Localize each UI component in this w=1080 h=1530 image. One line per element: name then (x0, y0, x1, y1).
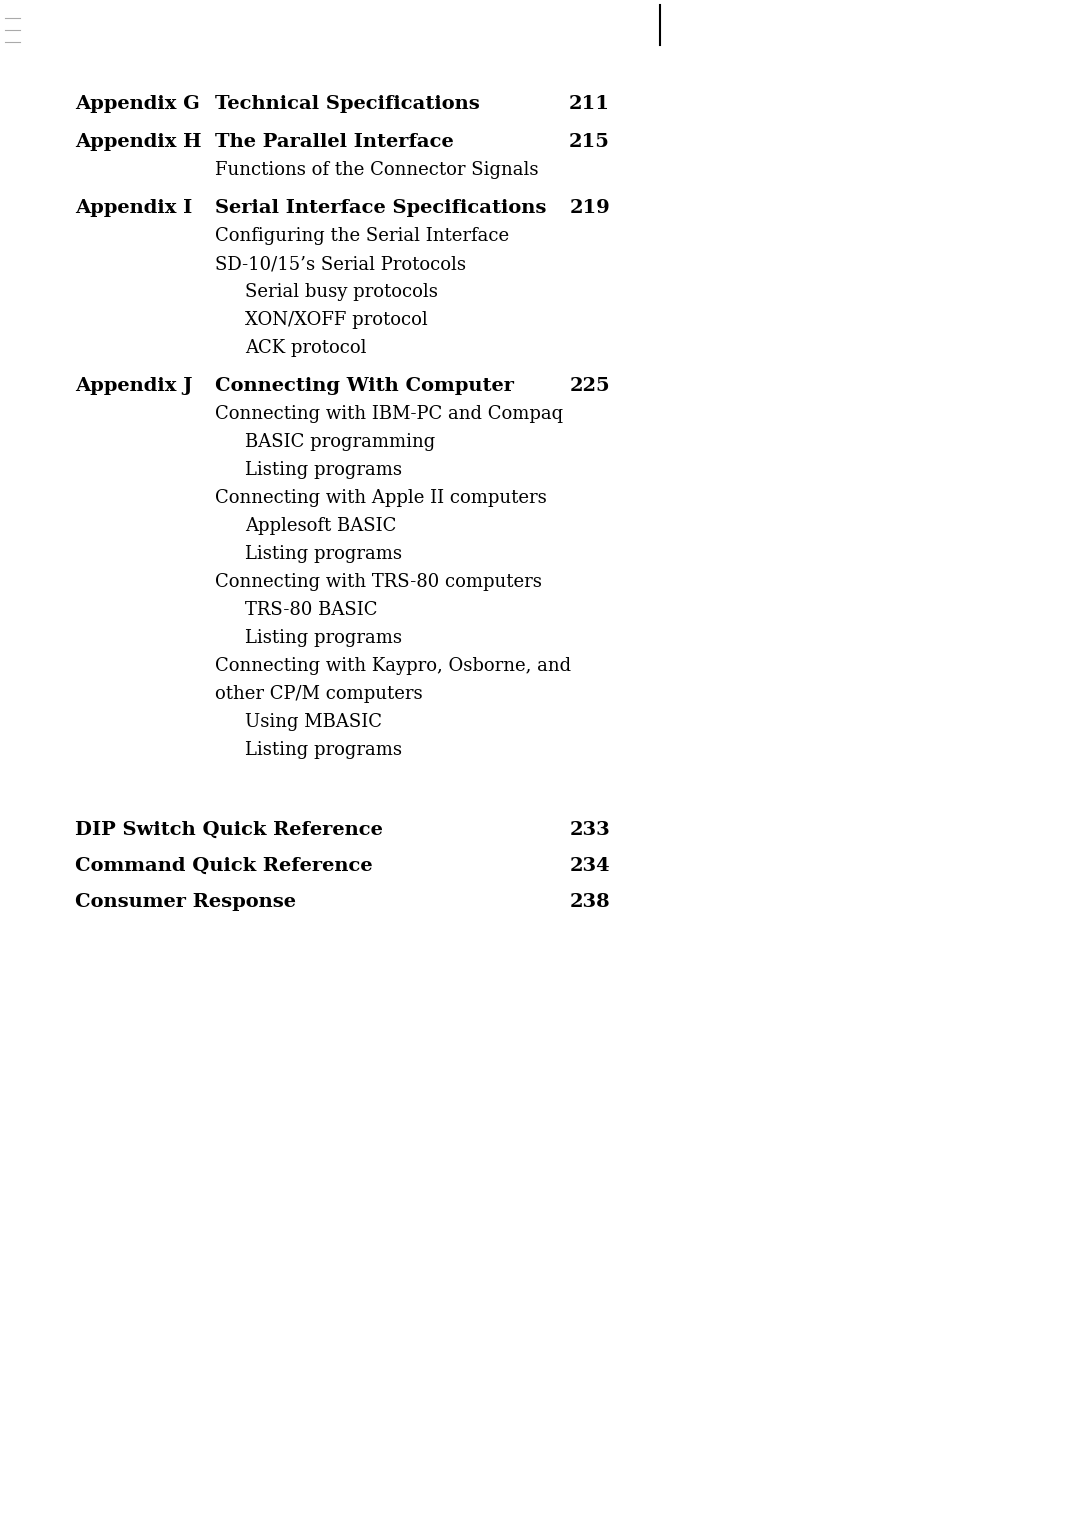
Text: Listing programs: Listing programs (245, 461, 402, 479)
Text: DIP Switch Quick Reference: DIP Switch Quick Reference (75, 822, 383, 838)
Text: Applesoft BASIC: Applesoft BASIC (245, 517, 396, 535)
Text: Connecting with Apple II computers: Connecting with Apple II computers (215, 490, 546, 506)
Text: Configuring the Serial Interface: Configuring the Serial Interface (215, 226, 509, 245)
Text: Using MBASIC: Using MBASIC (245, 713, 382, 731)
Text: Functions of the Connector Signals: Functions of the Connector Signals (215, 161, 539, 179)
Text: Consumer Response: Consumer Response (75, 894, 296, 910)
Text: Connecting with TRS-80 computers: Connecting with TRS-80 computers (215, 574, 542, 591)
Text: XON/XOFF protocol: XON/XOFF protocol (245, 311, 428, 329)
Text: BASIC programming: BASIC programming (245, 433, 435, 451)
Text: SD-10/15’s Serial Protocols: SD-10/15’s Serial Protocols (215, 256, 465, 272)
Text: Serial busy protocols: Serial busy protocols (245, 283, 437, 301)
Text: Connecting with IBM-PC and Compaq: Connecting with IBM-PC and Compaq (215, 405, 563, 422)
Text: Listing programs: Listing programs (245, 545, 402, 563)
Text: 233: 233 (569, 822, 610, 838)
Text: Listing programs: Listing programs (245, 741, 402, 759)
Text: Connecting with Kaypro, Osborne, and: Connecting with Kaypro, Osborne, and (215, 656, 571, 675)
Text: The Parallel Interface: The Parallel Interface (215, 133, 454, 151)
Text: Appendix J: Appendix J (75, 376, 192, 395)
Text: 234: 234 (569, 857, 610, 875)
Text: Connecting With Computer: Connecting With Computer (215, 376, 514, 395)
Text: other CP/M computers: other CP/M computers (215, 685, 422, 702)
Text: TRS-80 BASIC: TRS-80 BASIC (245, 601, 378, 620)
Text: Command Quick Reference: Command Quick Reference (75, 857, 373, 875)
Text: 238: 238 (569, 894, 610, 910)
Text: 219: 219 (569, 199, 610, 217)
Text: Appendix I: Appendix I (75, 199, 192, 217)
Text: ACK protocol: ACK protocol (245, 340, 366, 356)
Text: 215: 215 (569, 133, 610, 151)
Text: 211: 211 (569, 95, 610, 113)
Text: Serial Interface Specifications: Serial Interface Specifications (215, 199, 546, 217)
Text: Listing programs: Listing programs (245, 629, 402, 647)
Text: 225: 225 (569, 376, 610, 395)
Text: Appendix H: Appendix H (75, 133, 202, 151)
Text: Appendix G: Appendix G (75, 95, 200, 113)
Text: Technical Specifications: Technical Specifications (215, 95, 480, 113)
